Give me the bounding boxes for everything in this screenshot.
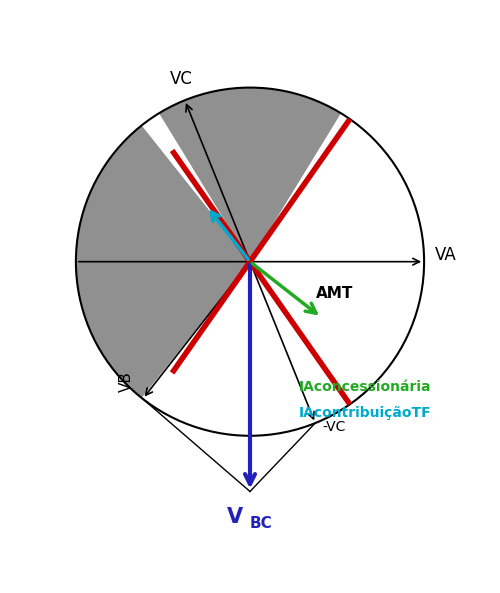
Text: -VC: -VC bbox=[322, 420, 345, 433]
Wedge shape bbox=[76, 88, 350, 409]
Text: BC: BC bbox=[250, 516, 273, 531]
Text: VB: VB bbox=[119, 371, 134, 392]
Wedge shape bbox=[250, 113, 358, 262]
Text: IAcontribuiçãoTF: IAcontribuiçãoTF bbox=[298, 406, 432, 420]
Text: VC: VC bbox=[170, 70, 192, 88]
Wedge shape bbox=[142, 262, 250, 410]
Wedge shape bbox=[250, 262, 358, 410]
Text: IAconcessionária: IAconcessionária bbox=[298, 380, 431, 394]
Wedge shape bbox=[142, 113, 250, 262]
Text: VA: VA bbox=[434, 246, 456, 264]
Text: AMT: AMT bbox=[316, 285, 354, 301]
Text: V: V bbox=[227, 507, 243, 527]
